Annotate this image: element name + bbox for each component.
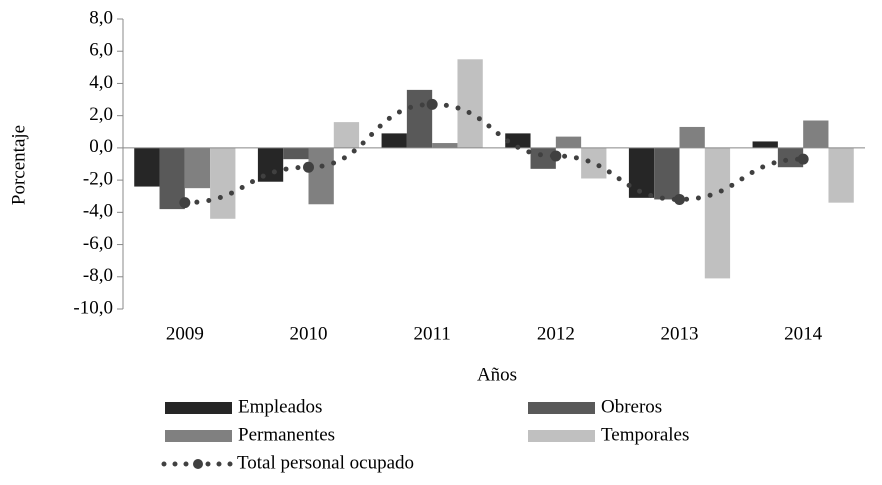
- line-marker: [550, 150, 562, 162]
- bar: [752, 141, 778, 148]
- y-tick-label: 4,0: [89, 72, 113, 93]
- legend-key: [165, 402, 232, 414]
- line-marker: [426, 98, 438, 110]
- bar: [159, 147, 185, 210]
- bar: [555, 136, 582, 148]
- bar: [308, 147, 334, 205]
- bar: [530, 147, 556, 169]
- bar: [581, 147, 607, 179]
- bar: [381, 133, 407, 148]
- y-tick-label: 2,0: [89, 104, 113, 125]
- y-tick-label: 0,0: [89, 136, 113, 157]
- bar: [679, 126, 705, 148]
- bar: [777, 147, 804, 168]
- y-tick-label: -2,0: [83, 168, 113, 189]
- bar: [457, 59, 483, 148]
- bar: [505, 133, 531, 148]
- x-tick-label: 2011: [414, 323, 451, 344]
- y-axis-title: Porcentaje: [8, 125, 29, 205]
- legend-label: Obreros: [601, 396, 662, 417]
- y-tick-label: 6,0: [89, 40, 113, 61]
- bar: [210, 147, 236, 219]
- bar: [628, 147, 655, 198]
- line-marker: [179, 197, 191, 209]
- bar: [432, 143, 458, 148]
- legend-label: Total personal ocupado: [237, 452, 414, 473]
- bar: [406, 89, 433, 148]
- y-tick-label: -4,0: [83, 201, 113, 222]
- bar: [828, 147, 854, 203]
- bar: [184, 147, 211, 189]
- x-tick-label: 2012: [537, 323, 575, 344]
- bar: [654, 147, 680, 200]
- legend-key: [165, 430, 232, 442]
- y-tick-label: 8,0: [89, 7, 113, 28]
- legend-key-marker: [193, 459, 203, 469]
- legend-label: Permanentes: [238, 424, 335, 445]
- x-tick-label: 2009: [166, 323, 204, 344]
- y-tick-label: -6,0: [83, 233, 113, 254]
- x-axis-title: Años: [477, 364, 517, 385]
- legend-label: Temporales: [601, 424, 689, 445]
- y-tick-label: -8,0: [83, 265, 113, 286]
- legend-key: [528, 430, 595, 442]
- legend-key: [528, 402, 595, 414]
- y-tick-label: -10,0: [73, 297, 113, 318]
- line: [182, 101, 806, 206]
- bar: [283, 147, 309, 160]
- x-tick-label: 2014: [784, 323, 823, 344]
- x-tick-label: 2013: [661, 323, 699, 344]
- x-tick-label: 2010: [290, 323, 328, 344]
- bar: [333, 122, 360, 148]
- bar: [803, 120, 829, 148]
- bar: [134, 147, 160, 187]
- legend-label: Empleados: [238, 396, 322, 417]
- line-marker: [303, 161, 314, 173]
- line-marker: [797, 153, 809, 165]
- bar: [704, 147, 731, 279]
- line-marker: [674, 193, 685, 205]
